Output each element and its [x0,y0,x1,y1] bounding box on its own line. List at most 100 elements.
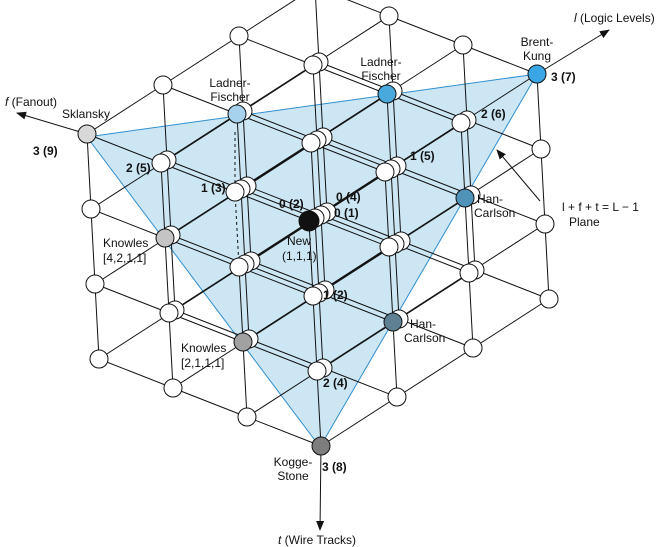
grid-node [163,378,183,398]
brent-kung-label-1: Brent- [521,35,554,49]
t-axis-label: t (Wire Tracks) [278,533,356,547]
brent-kung-label-2: Kung [523,49,551,63]
grid-node [459,263,479,283]
grid-edge-f [318,292,394,323]
grid-node [151,153,171,173]
knowles-211-label-2: [2,1,1,1] [181,356,224,370]
grid-edge-t [94,283,100,360]
grid-node [379,6,399,26]
axes [16,29,610,531]
grid-edge-f [396,165,472,196]
grid-edge-t [464,197,470,274]
grid-edge-t [384,171,390,248]
grid-edge-t [386,93,392,170]
grid-edge-f [238,35,314,66]
grid-edge-t [312,64,318,141]
han-carlson-lower-label-2: Carlson [404,331,445,345]
ladner-fischer-left-label-1: Ladner- [209,76,250,90]
ladner-fischer-left-node [227,104,247,124]
grid-node [531,139,551,159]
grid-edge-t [240,188,246,265]
grid-node [451,113,471,133]
grid-edge-f [466,119,542,150]
grid-edge-t [392,321,398,398]
grid-edge-f [324,289,400,320]
grid-edge-t [312,295,318,372]
kogge-stone-node [311,436,331,456]
grid-node [81,199,101,219]
grid-node [379,237,399,257]
grid-edge-l [238,0,296,37]
coord-t-two: 2 (4) [323,376,348,390]
grid-node [303,286,323,306]
coord-f-two: 2 (5) [126,161,151,175]
coord-origin: 0 (1) [334,206,359,220]
grid-node [85,274,105,294]
grid-edge-f [318,61,394,92]
coord-kogge-stone: 3 (8) [322,460,347,474]
ladner-fischer-top-node [377,84,397,104]
grid-edge-t [316,370,322,447]
grid-edge-f [474,269,550,300]
grid-edge-f [94,283,170,314]
plane-equation: l + f + t = L − 1 [562,200,639,214]
grid-edge-t [308,220,314,297]
grid-edge-t [242,341,248,418]
grid-edge-l [472,298,550,349]
grid-edge-t [162,84,168,161]
grid-edge-t [310,142,316,219]
grid-edge-f [250,260,326,291]
coord-l-two: 2 (6) [481,107,506,121]
grid-edge-t [160,162,166,239]
grid-edge-f [248,338,324,369]
design-nodes [77,6,559,456]
grid-edge-f [346,0,390,17]
grid-node [303,55,323,75]
grid-edge-l [320,396,398,447]
knowles-211-label-1: Knowles [181,341,226,355]
grid-edge-f [98,358,174,389]
grid-edge-f [90,208,166,239]
sklansky-node [77,124,97,144]
grid-edge-t [168,312,174,389]
grid-edge-f [238,266,314,297]
coord-sklansky: 3 (9) [33,144,58,158]
grid-edge-t [242,110,248,187]
grid-edge-t [460,122,466,199]
grid-edge-l [86,84,164,135]
grid-edge-f [236,113,312,144]
grid-edge-f [392,90,468,121]
coord-brent-kung: 3 (7) [551,70,576,84]
grid-edge-t [164,237,170,314]
grid-edge-f [312,64,388,95]
new-design-node [298,210,320,232]
knowles-211-node [233,332,253,352]
f-axis-arrow [16,111,88,135]
coord-l-one: 1 (5) [410,149,435,163]
grid-edge-f [462,44,538,75]
grid-edge-t [315,0,320,63]
grid-node [453,35,473,55]
grid-edge-t [388,15,394,92]
grid-edge-l [162,35,240,86]
grid-node [237,407,257,427]
grid-edge-f [242,341,318,372]
grid-edge-f [164,237,240,268]
grid-edge-f [400,240,476,271]
brent-kung-node [527,64,547,84]
grid-node [225,182,245,202]
grid-edge-f [86,133,162,164]
grid-node [535,214,555,234]
grid-node [229,26,249,46]
grid-edge-f [246,185,322,216]
new-design-label-1: New [287,234,311,248]
grid-edge-l [396,347,474,398]
grid-edge-t [468,272,474,349]
grid-node [463,338,483,358]
grid-edge-f [244,263,320,294]
grid-edge-t [544,223,550,300]
han-carlson-lower-label-1: Han- [410,317,436,331]
grid-edge-f [314,217,390,248]
grid-edge-t [318,292,324,369]
